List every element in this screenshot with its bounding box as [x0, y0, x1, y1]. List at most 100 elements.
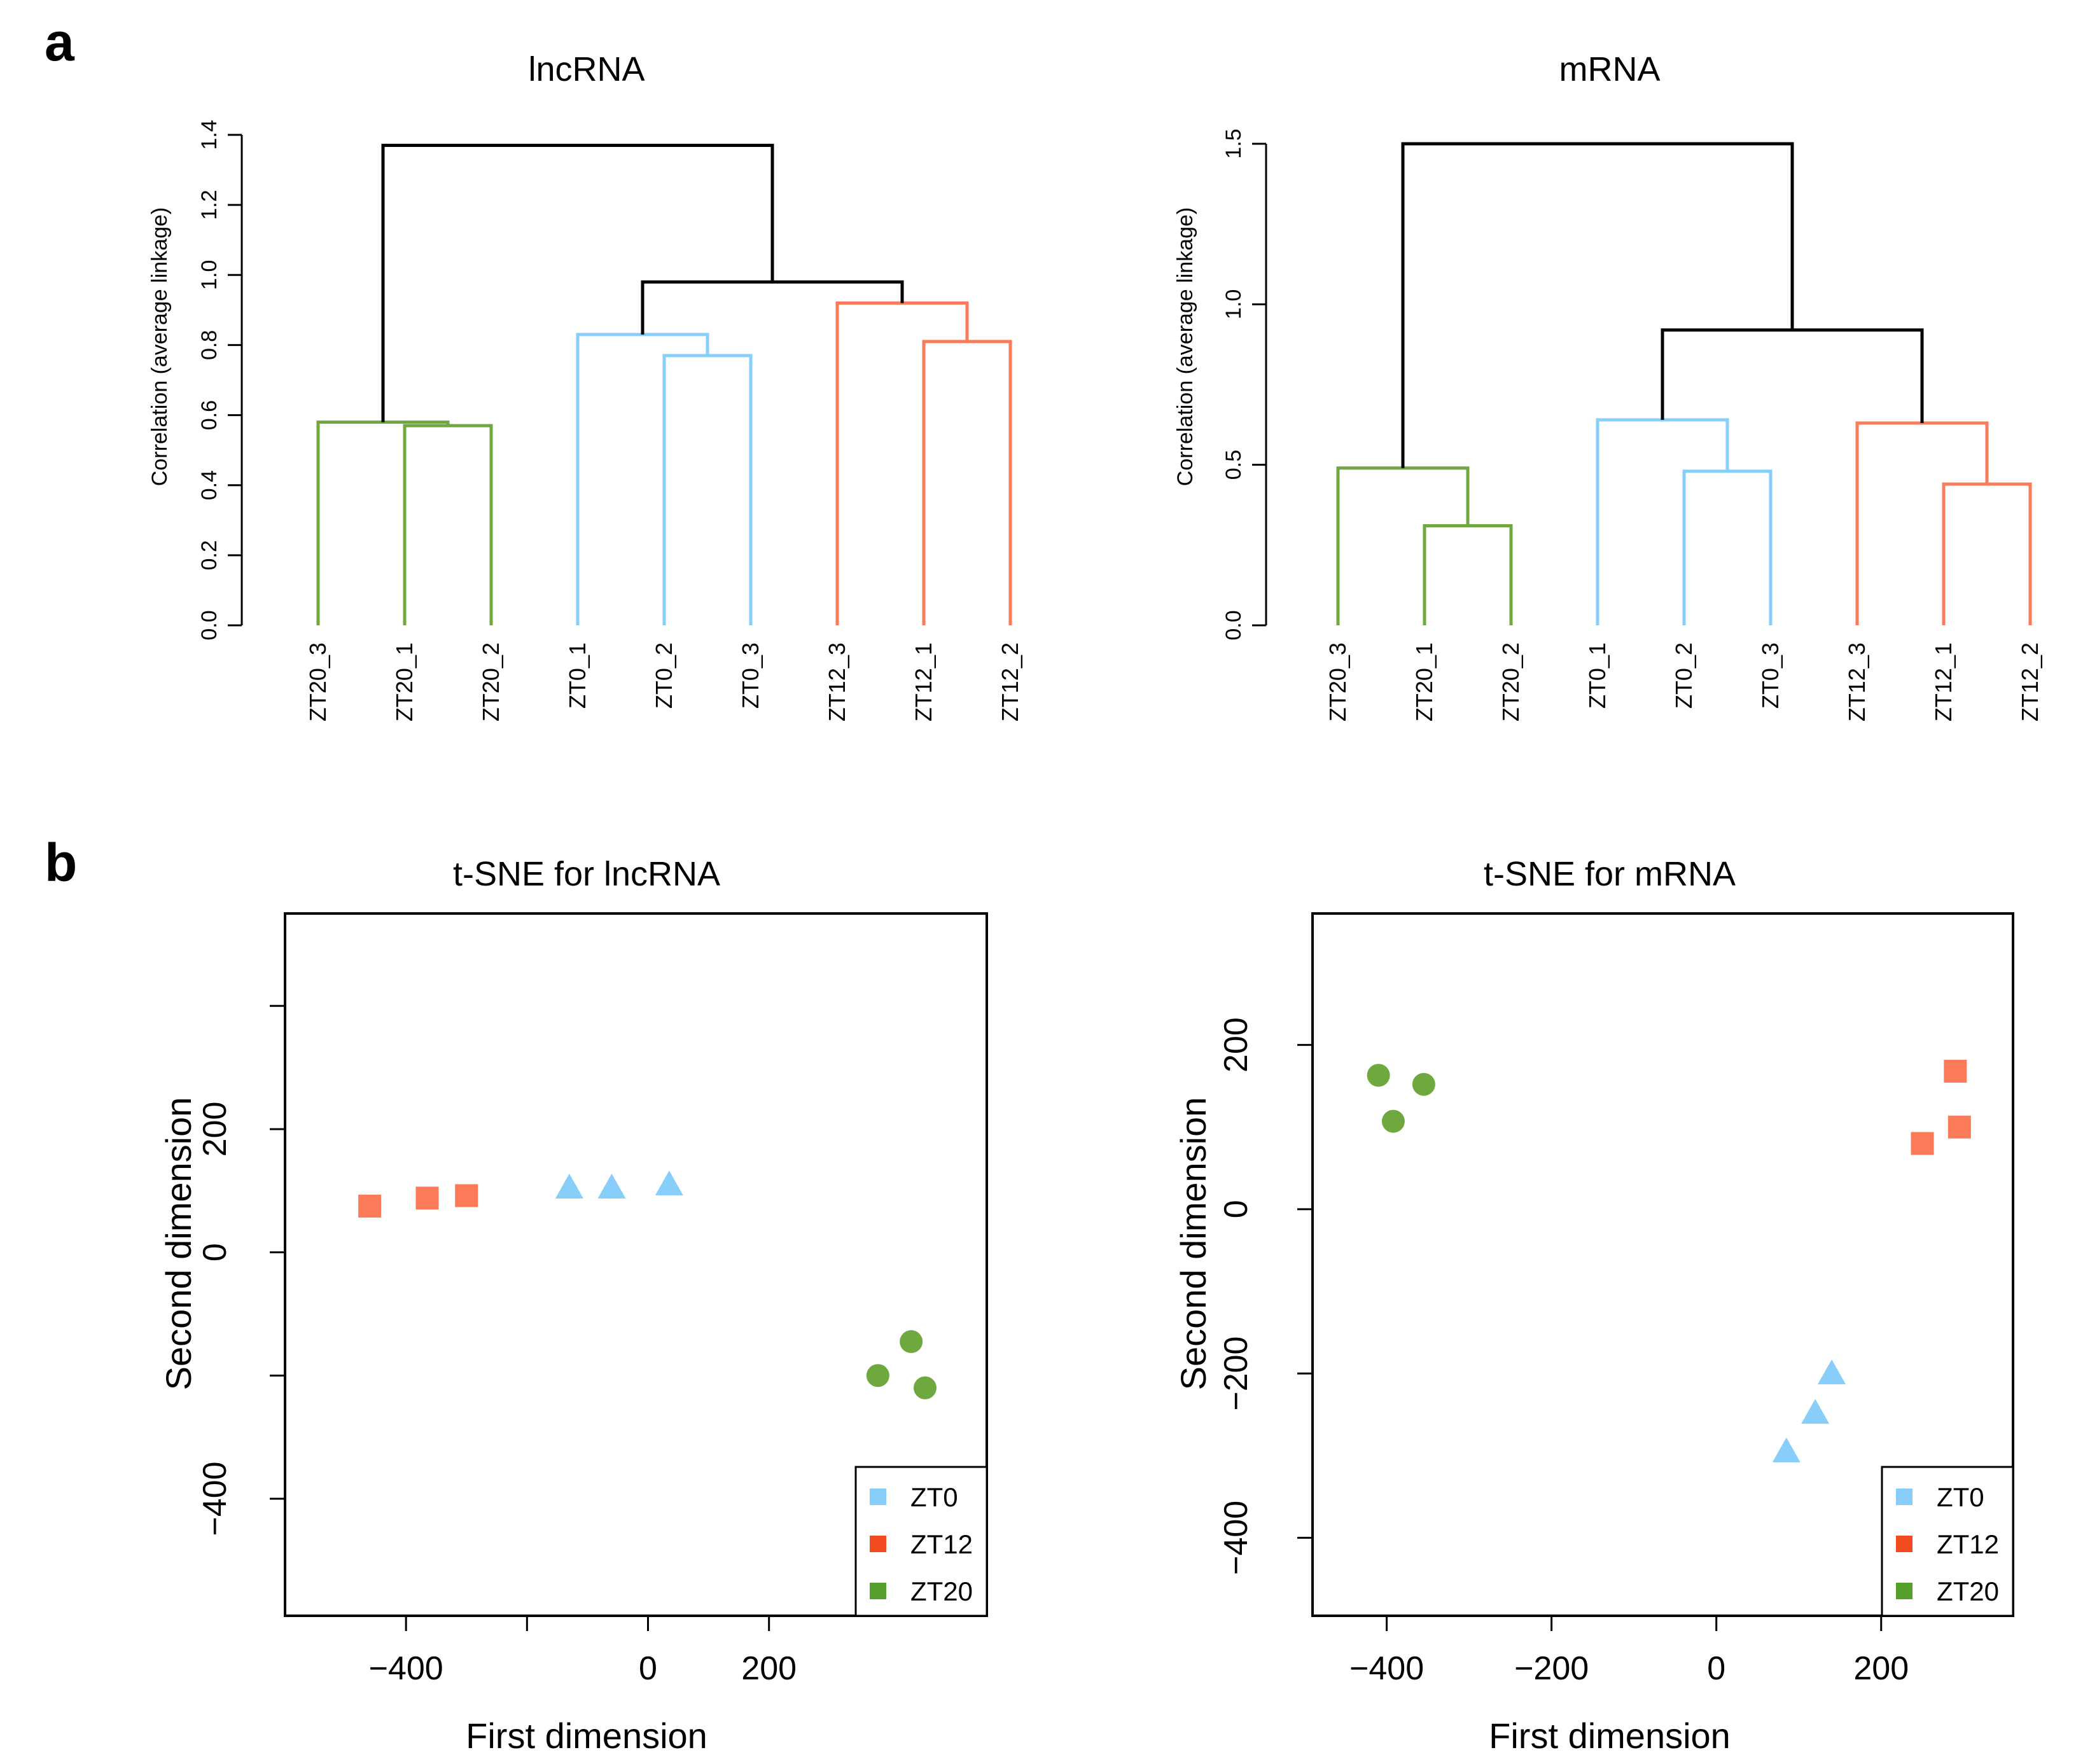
point-zt0	[655, 1170, 683, 1196]
y-tick-label: 1.0	[1222, 289, 1246, 319]
legend-swatch-zt12	[870, 1536, 886, 1552]
dendrogram-lncrna: lncRNA Correlation (average linkage) 0.0…	[148, 50, 1023, 721]
y-tick-label: 0	[1218, 1200, 1255, 1218]
legend: ZT0 ZT12 ZT20	[854, 1466, 988, 1617]
y-tick-label: 0.8	[197, 330, 221, 360]
dendrogram-link	[1855, 421, 1989, 625]
dendrogram-link	[1682, 469, 1773, 625]
dendrogram-link	[662, 354, 753, 625]
y-tick-label: 0.0	[1222, 610, 1246, 640]
point-zt20	[1367, 1064, 1390, 1087]
y-tick-label: 0	[197, 1243, 233, 1261]
leaf-label: ZT0_3	[1757, 642, 1783, 709]
point-zt12	[415, 1186, 439, 1210]
leaf-label: ZT12_2	[2017, 642, 2043, 721]
legend-label-zt0: ZT0	[910, 1482, 958, 1512]
tsne-mrna-ylabel: Second dimension	[1173, 1097, 1213, 1391]
plot-frame	[1311, 912, 2014, 1617]
leaf-label: ZT0_1	[1584, 642, 1610, 709]
legend-swatch-zt20	[1896, 1583, 1912, 1599]
dendrogram-link	[1401, 142, 1794, 468]
point-zt0	[1801, 1399, 1830, 1424]
leaf-label: ZT12_1	[1930, 642, 1956, 721]
point-zt20	[914, 1376, 937, 1399]
tsne-mrna-xlabel: First dimension	[1489, 1716, 1731, 1756]
y-tick-label: 0.5	[1222, 450, 1246, 480]
leaf-label: ZT20_3	[1325, 642, 1351, 721]
y-tick-label: 1.0	[197, 260, 221, 290]
x-tick-label: 200	[1853, 1650, 1909, 1687]
dendrogram-link	[576, 333, 709, 625]
legend-swatch-zt12	[1896, 1536, 1912, 1552]
dendrogram-link	[641, 280, 904, 335]
y-tick-label: 0.6	[197, 400, 221, 430]
leaf-label: ZT20_2	[478, 642, 504, 721]
point-zt0	[555, 1173, 583, 1198]
y-tick-label: 0.2	[197, 540, 221, 570]
plot-frame	[284, 912, 988, 1617]
leaf-label: ZT20_2	[1498, 642, 1524, 721]
tsne-lncrna-title: t-SNE for lncRNA	[453, 855, 720, 893]
point-zt20	[1412, 1073, 1435, 1096]
x-tick-label: −400	[1349, 1650, 1424, 1687]
y-tick-label: 200	[197, 1102, 233, 1157]
point-zt12	[1947, 1115, 1971, 1139]
leaf-label: ZT20_3	[305, 642, 331, 721]
y-tick-label: −400	[197, 1461, 233, 1536]
point-zt12	[455, 1184, 478, 1207]
tsne-mrna: t-SNE for mRNA First dimension Second di…	[1173, 855, 2014, 1756]
point-zt20	[866, 1364, 889, 1387]
point-zt12	[1911, 1132, 1934, 1155]
dendrogram-link	[835, 301, 969, 625]
point-zt12	[358, 1195, 382, 1218]
legend-swatch-zt20	[870, 1583, 886, 1599]
y-tick-label: −200	[1218, 1337, 1255, 1411]
tsne-lncrna-ylabel: Second dimension	[158, 1097, 199, 1391]
x-tick-label: 0	[1707, 1650, 1725, 1687]
legend-label-zt12: ZT12	[1937, 1529, 1999, 1559]
panel-label-a: a	[45, 12, 75, 72]
point-zt20	[1381, 1109, 1405, 1133]
point-zt20	[900, 1330, 923, 1354]
panel-label-b: b	[45, 833, 77, 892]
legend-swatch-zt0	[870, 1489, 886, 1505]
dendrogram-link	[1661, 328, 1924, 424]
leaf-label: ZT20_1	[391, 642, 417, 721]
x-tick-label: −200	[1514, 1650, 1589, 1687]
point-zt0	[597, 1173, 626, 1198]
y-tick-label: 1.2	[197, 190, 221, 220]
dendrogram-link	[316, 420, 450, 625]
y-tick-label: 1.4	[197, 120, 221, 149]
x-tick-label: −400	[369, 1650, 443, 1687]
y-tick-label: 1.5	[1222, 128, 1246, 158]
point-zt0	[1818, 1359, 1846, 1385]
dendrogram-lncrna-title: lncRNA	[528, 50, 644, 88]
dendrogram-lncrna-ylabel: Correlation (average linkage)	[148, 207, 172, 486]
leaf-label: ZT12_2	[997, 642, 1023, 721]
dendrogram-mrna-ylabel: Correlation (average linkage)	[1173, 207, 1197, 486]
legend-label-zt20: ZT20	[910, 1576, 973, 1606]
y-tick-label: −400	[1218, 1501, 1255, 1575]
x-tick-label: 200	[741, 1650, 797, 1687]
leaf-label: ZT0_2	[651, 642, 677, 709]
leaf-label: ZT12_3	[1844, 642, 1870, 721]
y-tick-label: 0.0	[197, 610, 221, 640]
legend-label-zt0: ZT0	[1937, 1482, 1984, 1512]
leaf-label: ZT12_1	[910, 642, 937, 721]
tsne-lncrna: t-SNE for lncRNA First dimension Second …	[158, 855, 988, 1756]
legend-label-zt20: ZT20	[1937, 1576, 1999, 1606]
leaf-label: ZT12_3	[824, 642, 850, 721]
dendrogram-mrna: mRNA Correlation (average linkage) 0.0 0.…	[1173, 50, 2043, 721]
leaf-label: ZT20_1	[1411, 642, 1437, 721]
dendrogram-mrna-title: mRNA	[1559, 50, 1661, 88]
dendrogram-link	[403, 424, 493, 625]
tsne-mrna-title: t-SNE for mRNA	[1484, 855, 1736, 893]
legend-swatch-zt0	[1896, 1489, 1912, 1505]
dendrogram-link	[1942, 482, 2032, 625]
leaf-label: ZT0_2	[1671, 642, 1697, 709]
y-tick-label: 0.4	[197, 470, 221, 500]
tsne-lncrna-xlabel: First dimension	[466, 1716, 707, 1756]
y-tick-label: 200	[1218, 1017, 1255, 1073]
leaf-label: ZT0_1	[564, 642, 590, 709]
